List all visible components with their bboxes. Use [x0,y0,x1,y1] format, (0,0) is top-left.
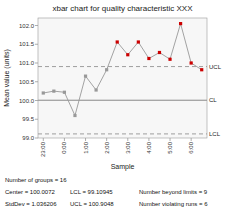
x-tick [170,138,171,141]
plot-frame [38,18,207,138]
data-point [94,88,97,91]
x-tick-label: 4:00 [146,141,152,153]
y-tick-label: 100.0 [19,98,35,104]
y-tick-label: 101.0 [19,60,35,66]
stats-text: Number violating runs = 6 [139,201,208,207]
stats-text: Number of groups = 16 [5,177,67,183]
data-line [43,24,201,116]
y-tick-label: 99.5 [22,116,34,122]
x-tick-label: 6:00 [188,141,194,153]
data-point [73,114,76,117]
stats-text: StdDev = 1.036206 [5,201,57,207]
x-axis-label: Sample [111,163,135,171]
y-tick-label: 101.5 [19,41,35,47]
y-tick [35,138,38,139]
reference-label: LCL [209,131,221,137]
y-tick [35,44,38,45]
x-tick-label: 3:00 [125,141,131,153]
y-tick [35,100,38,101]
data-point [116,40,119,43]
x-tick [64,138,65,141]
data-point [126,53,129,56]
x-tick [191,138,192,141]
data-point [147,57,150,60]
data-point [179,22,182,25]
data-point [190,61,193,64]
reference-label: UCL [209,64,222,70]
data-point [63,91,66,94]
x-tick [127,138,128,141]
data-point [105,68,108,71]
reference-line [38,133,207,134]
x-tick-label: 23:00 [40,141,46,157]
x-tick [43,138,44,141]
y-axis-label: Mean value (units) [3,49,11,107]
reference-line [38,66,207,67]
stats-text: Number beyond limits = 9 [139,189,208,195]
plot-area [38,18,207,138]
x-tick [85,138,86,141]
series [42,22,204,117]
reference-label: CL [209,97,217,103]
x-tick-label: 0:00 [61,141,67,153]
y-tick-label: 100.5 [19,79,35,85]
data-point [137,40,140,43]
chart: xbar chart for quality characteristic XX… [0,0,229,219]
x-tick [106,138,107,141]
data-point [200,68,203,71]
y-tick [35,63,38,64]
data-point [42,91,45,94]
data-point [168,58,171,61]
x-tick-label: 1:00 [83,141,89,153]
title: xbar chart for quality characteristic XX… [52,4,193,13]
y-tick [35,25,38,26]
data-point [52,90,55,93]
data-point [84,75,87,78]
reference-line [38,100,207,101]
reference-lines [38,67,207,134]
x-tick-label: 2:00 [104,141,110,153]
stats-text: Center = 100.0072 [5,189,56,195]
y-tick-label: 99.0 [22,135,34,141]
y-tick [35,119,38,120]
data-point [158,51,161,54]
x-tick-label: 5:00 [167,141,173,153]
x-tick [148,138,149,141]
stats-text: LCL = 99.10945 [70,189,113,195]
stats-text: UCL = 100.9048 [70,201,114,207]
y-tick-label: 102.0 [19,23,35,29]
y-tick [35,81,38,82]
